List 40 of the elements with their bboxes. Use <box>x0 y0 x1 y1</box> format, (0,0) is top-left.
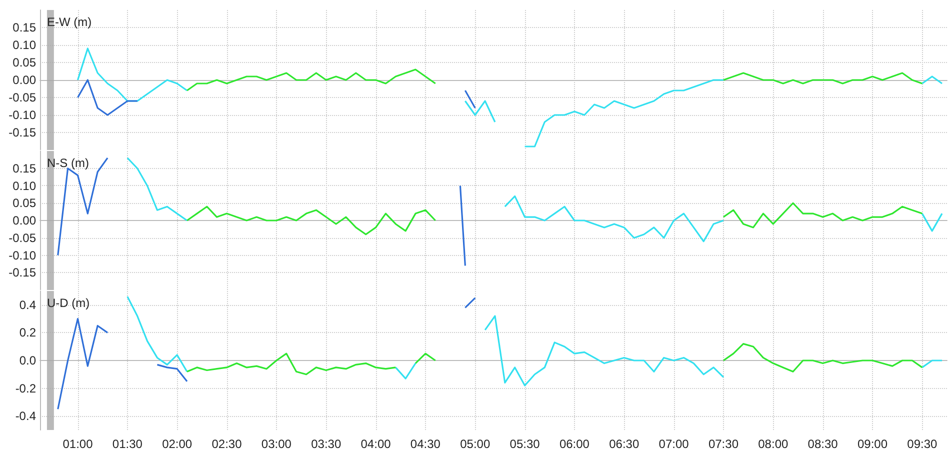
y-tick-label: -0.05 <box>8 90 36 104</box>
y-tick-label: -0.05 <box>8 230 36 245</box>
chart-title: E-W (m) <box>47 15 92 29</box>
y-tick-label: 0.00 <box>12 214 36 228</box>
y-tick-label: -0.10 <box>8 108 36 122</box>
x-tick-label: 07:00 <box>658 437 690 450</box>
x-tick-label: 01:00 <box>62 437 94 450</box>
y-tick-label: -0.10 <box>8 248 36 262</box>
y-tick-label: 0.15 <box>12 161 36 176</box>
y-tick-label: -0.15 <box>8 126 36 140</box>
y-tick-label: 0.00 <box>12 73 36 87</box>
y-tick-label: 0.0 <box>19 354 36 368</box>
x-tick-label: 05:30 <box>510 437 540 450</box>
x-tick-label: 06:00 <box>559 437 590 450</box>
y-tick-label: 0.05 <box>12 196 36 210</box>
x-tick-label: 07:30 <box>708 437 739 450</box>
x-tick-label: 08:30 <box>808 437 838 450</box>
y-tick-label: 0.4 <box>19 298 36 312</box>
x-tick-label: 09:00 <box>857 437 888 450</box>
x-tick-label: 02:00 <box>162 437 192 450</box>
x-tick-label: 03:00 <box>261 437 292 450</box>
y-tick-label: 0.15 <box>12 20 36 34</box>
y-tick-label: -0.2 <box>15 381 36 396</box>
y-tick-label: -0.4 <box>15 409 36 424</box>
y-tick-label: -0.15 <box>8 266 36 280</box>
x-tick-label: 04:30 <box>410 437 441 450</box>
chart-title: U-D (m) <box>47 296 90 310</box>
y-tick-label: 0.10 <box>12 38 36 52</box>
chart-title: N-S (m) <box>47 156 89 170</box>
x-tick-label: 06:30 <box>609 437 640 450</box>
x-tick-label: 09:30 <box>907 437 938 450</box>
x-tick-label: 05:00 <box>460 437 490 450</box>
y-tick-label: 0.05 <box>12 56 36 70</box>
x-tick-label: 08:00 <box>758 437 788 450</box>
x-tick-label: 04:00 <box>360 437 392 450</box>
x-tick-label: 01:30 <box>112 437 143 450</box>
x-tick-label: 02:30 <box>212 437 242 450</box>
y-tick-label: 0.2 <box>19 326 36 340</box>
y-tick-label: 0.10 <box>12 178 36 193</box>
x-tick-label: 03:30 <box>311 437 342 450</box>
